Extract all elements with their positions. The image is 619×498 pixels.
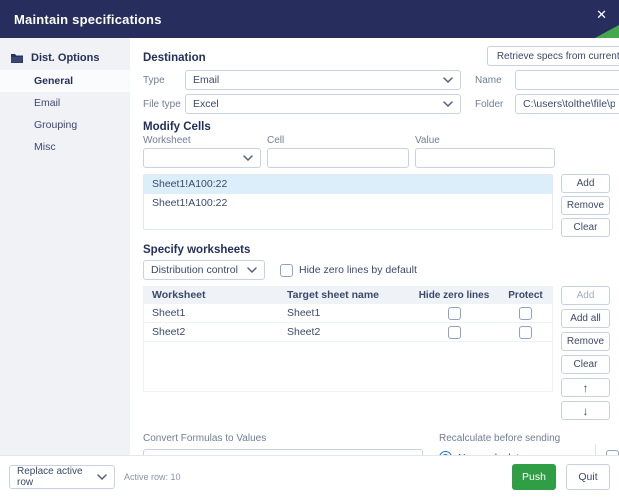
modify-cells-section-title: Modify Cells — [143, 121, 211, 133]
name-label: Name — [475, 74, 502, 86]
folder-label: Folder — [475, 98, 504, 110]
destination-section-title: Destination — [143, 52, 206, 64]
worksheets-table: Worksheet Target sheet name Hide zero li… — [143, 286, 553, 392]
modify-cells-add-button[interactable]: Add — [561, 174, 610, 193]
value-label: Value — [415, 135, 440, 146]
retrieve-specs-button[interactable]: Retrieve specs from current Excel row — [486, 46, 619, 66]
worksheets-clear-button[interactable]: Clear — [561, 355, 610, 374]
radio-no-recalculate[interactable]: No recalculate — [439, 451, 589, 455]
chevron-down-icon — [443, 101, 453, 107]
hide-zero-default-checkbox[interactable]: Hide zero lines by default — [280, 263, 417, 277]
modify-cells-list: Sheet1!A100:22 Sheet1!A100:22 — [143, 174, 553, 230]
list-item[interactable]: Sheet1!A100:22 — [144, 175, 552, 194]
worksheets-table-header: Worksheet Target sheet name Hide zero li… — [144, 286, 552, 304]
worksheet-select[interactable] — [143, 148, 261, 168]
chevron-down-icon — [443, 77, 453, 83]
col-header-worksheet: Worksheet — [152, 289, 206, 301]
row-target-sheet: Sheet1 — [287, 307, 321, 319]
sidebar-item-misc[interactable]: Misc — [34, 141, 56, 153]
table-row[interactable]: Sheet1 Sheet1 — [144, 304, 552, 323]
folder-icon — [10, 53, 24, 64]
row-target-sheet: Sheet2 — [287, 326, 321, 338]
worksheets-add-button[interactable]: Add — [561, 286, 610, 305]
move-up-button[interactable]: ↑ — [561, 378, 610, 397]
chevron-down-icon — [247, 267, 257, 273]
hide-zero-checkbox[interactable] — [447, 325, 461, 339]
radio-icon[interactable] — [439, 451, 452, 455]
type-select-value: Email — [193, 74, 220, 86]
close-icon[interactable]: ✕ — [596, 7, 607, 22]
worksheet-mode-select[interactable]: Distribution control — [143, 260, 265, 280]
list-item[interactable]: Sheet1!A100:22 — [152, 197, 228, 209]
folder-input[interactable] — [515, 94, 619, 114]
hide-zero-default-label: Hide zero lines by default — [299, 264, 417, 276]
convert-formulas-label: Convert Formulas to Values — [143, 433, 267, 444]
generate-gxes-checkbox[interactable]: Generate GXEs — [606, 444, 619, 455]
file-type-label: File type — [143, 98, 181, 110]
modify-cells-clear-button[interactable]: Clear — [561, 218, 610, 237]
cell-input[interactable] — [267, 148, 409, 168]
modify-cells-remove-button[interactable]: Remove — [561, 196, 610, 215]
file-type-select[interactable]: Excel — [185, 94, 461, 114]
sidebar-item-grouping[interactable]: Grouping — [34, 119, 78, 131]
sidebar-group-dist-options[interactable]: Dist. Options — [0, 46, 130, 70]
dialog-title: Maintain specifications — [14, 11, 162, 27]
row-mode-select-value: Replace active row — [17, 466, 83, 488]
type-select[interactable]: Email — [185, 70, 461, 90]
vertical-divider — [595, 444, 596, 455]
col-header-hide-zero: Hide zero lines — [418, 289, 490, 301]
chevron-down-icon — [97, 474, 107, 480]
cell-label: Cell — [267, 135, 285, 146]
recalculate-group-label: Recalculate before sending — [439, 433, 561, 444]
protect-checkbox[interactable] — [519, 325, 532, 339]
worksheets-add-all-button[interactable]: Add all — [561, 309, 610, 328]
move-down-button[interactable]: ↓ — [561, 401, 610, 420]
convert-formulas-select[interactable]: SS formulas only — [143, 449, 423, 455]
sidebar-item-email[interactable]: Email — [34, 97, 61, 109]
main-panel: Destination Retrieve specs from current … — [130, 38, 619, 455]
hide-zero-checkbox[interactable] — [447, 306, 461, 320]
convert-formulas-select-value: SS formulas only — [151, 454, 230, 455]
dialog-footer: Replace active row Active row: 10 Push Q… — [0, 455, 619, 498]
col-header-protect: Protect — [508, 289, 543, 301]
table-row[interactable]: Sheet2 Sheet2 — [144, 323, 552, 342]
sidebar-item-general[interactable]: General — [0, 70, 130, 92]
radio-no-recalculate-label: No recalculate — [458, 452, 525, 456]
chevron-down-icon — [243, 155, 253, 161]
checkbox-icon[interactable] — [280, 263, 293, 277]
sidebar: Dist. Options General Email Grouping Mis… — [0, 38, 130, 455]
value-input[interactable] — [415, 148, 555, 168]
sidebar-group-label: Dist. Options — [31, 52, 100, 64]
name-input[interactable] — [515, 70, 619, 90]
corner-triangle-decoration — [595, 25, 619, 38]
protect-checkbox[interactable] — [519, 306, 532, 320]
type-label: Type — [143, 74, 165, 86]
col-header-target-sheet: Target sheet name — [287, 289, 380, 301]
row-worksheet: Sheet1 — [152, 307, 186, 319]
worksheet-label: Worksheet — [143, 135, 191, 146]
row-worksheet: Sheet2 — [152, 326, 186, 338]
row-mode-select[interactable]: Replace active row — [9, 465, 115, 489]
active-row-status: Active row: 10 — [124, 472, 181, 482]
specify-worksheets-section-title: Specify worksheets — [143, 244, 251, 256]
file-type-select-value: Excel — [193, 98, 219, 110]
push-button[interactable]: Push — [512, 464, 556, 490]
dialog-header: Maintain specifications ✕ — [0, 0, 619, 38]
quit-button[interactable]: Quit — [566, 464, 610, 490]
worksheets-remove-button[interactable]: Remove — [561, 332, 610, 351]
worksheet-mode-select-value: Distribution control — [151, 264, 238, 276]
